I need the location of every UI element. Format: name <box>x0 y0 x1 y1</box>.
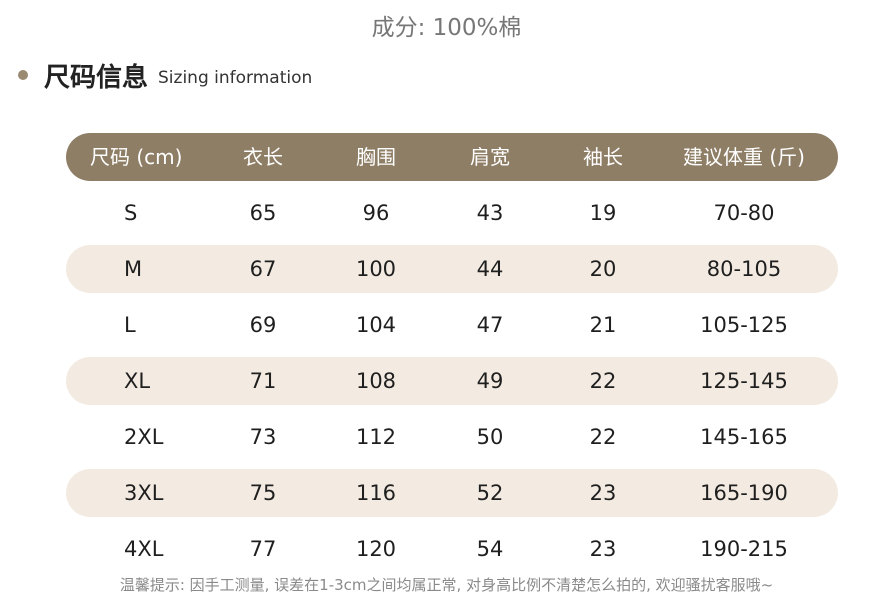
cell-shoulder: 47 <box>476 313 504 337</box>
header-chest: 胸围 <box>356 145 396 169</box>
cell-weight: 80-105 <box>706 257 782 281</box>
cell-shoulder: 49 <box>476 369 504 393</box>
table-row: 4XL 77 120 54 23 190-215 <box>66 525 838 573</box>
cell-shoulder: 50 <box>476 425 504 449</box>
cell-sleeve: 23 <box>589 481 617 505</box>
cell-shoulder: 52 <box>476 481 504 505</box>
cell-weight: 145-165 <box>700 425 788 449</box>
cell-chest: 112 <box>355 425 397 449</box>
cell-length: 67 <box>249 257 277 281</box>
cell-size: XL <box>124 369 151 393</box>
bullet-dot-icon <box>18 70 28 80</box>
cell-weight: 105-125 <box>700 313 788 337</box>
cell-chest: 104 <box>355 313 397 337</box>
table-row: M 67 100 44 20 80-105 <box>66 245 838 293</box>
cell-sleeve: 22 <box>589 425 617 449</box>
header-size: 尺码 (cm) <box>90 145 183 169</box>
cell-length: 77 <box>249 537 277 561</box>
section-title: 尺码信息 <box>44 62 149 93</box>
header-length: 衣长 <box>243 145 283 169</box>
table-row: 3XL 75 116 52 23 165-190 <box>66 469 838 517</box>
cell-shoulder: 44 <box>476 257 504 281</box>
size-table: 尺码 (cm) 衣长 胸围 肩宽 袖长 建议体重 (斤) S 65 96 43 … <box>66 133 838 573</box>
cell-shoulder: 43 <box>476 201 504 225</box>
table-header: 尺码 (cm) 衣长 胸围 肩宽 袖长 建议体重 (斤) <box>66 133 838 181</box>
cell-sleeve: 20 <box>589 257 617 281</box>
cell-size: S <box>124 201 138 225</box>
cell-sleeve: 22 <box>589 369 617 393</box>
cell-shoulder: 54 <box>476 537 504 561</box>
cell-sleeve: 21 <box>589 313 617 337</box>
cell-chest: 100 <box>355 257 397 281</box>
table-row: XL 71 108 49 22 125-145 <box>66 357 838 405</box>
cell-length: 65 <box>249 201 277 225</box>
cell-chest: 116 <box>355 481 397 505</box>
cell-size: 3XL <box>124 481 164 505</box>
material-composition: 成分: 100%棉 <box>371 15 522 41</box>
cell-length: 71 <box>249 369 277 393</box>
header-shoulder: 肩宽 <box>470 145 510 169</box>
cell-weight: 125-145 <box>700 369 788 393</box>
cell-chest: 96 <box>362 201 390 225</box>
table-row: S 65 96 43 19 70-80 <box>66 189 838 237</box>
cell-weight: 190-215 <box>700 537 788 561</box>
cell-size: M <box>124 257 143 281</box>
cell-sleeve: 19 <box>589 201 617 225</box>
cell-weight: 165-190 <box>700 481 788 505</box>
measurement-note: 温馨提示: 因手工测量, 误差在1-3cm之间均属正常, 对身高比例不清楚怎么拍… <box>119 576 774 594</box>
cell-chest: 120 <box>355 537 397 561</box>
table-row: 2XL 73 112 50 22 145-165 <box>66 413 838 461</box>
cell-chest: 108 <box>355 369 397 393</box>
cell-length: 73 <box>249 425 277 449</box>
table-row: L 69 104 47 21 105-125 <box>66 301 838 349</box>
cell-length: 69 <box>249 313 277 337</box>
header-weight: 建议体重 (斤) <box>683 145 805 169</box>
cell-size: 4XL <box>124 537 164 561</box>
section-subtitle: Sizing information <box>158 68 313 88</box>
header-sleeve: 袖长 <box>583 145 623 169</box>
cell-length: 75 <box>249 481 277 505</box>
cell-size: 2XL <box>124 425 164 449</box>
cell-weight: 70-80 <box>713 201 775 225</box>
cell-sleeve: 23 <box>589 537 617 561</box>
cell-size: L <box>124 313 136 337</box>
section-header: 尺码信息 Sizing information <box>18 58 313 93</box>
